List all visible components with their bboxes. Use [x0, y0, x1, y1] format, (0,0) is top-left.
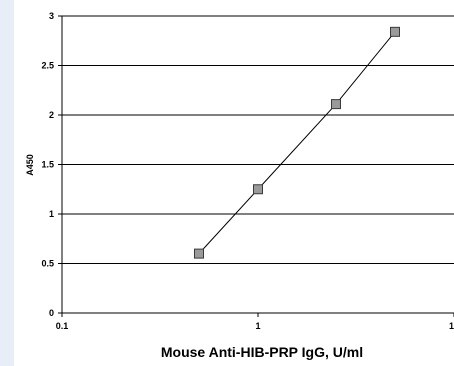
data-point	[253, 184, 263, 195]
x-tick-label: 0.1	[56, 321, 69, 331]
series-line	[198, 31, 396, 254]
y-tick-label: 0	[49, 308, 54, 318]
y-tick-label: 2.5	[41, 61, 54, 71]
y-tick-label: 3	[49, 11, 54, 21]
y-tick-label: 1.5	[41, 160, 54, 170]
y-tick-labels: 0 0.5 1 1.5 2 2.5 3	[41, 11, 54, 318]
y-axis-label: A450	[25, 154, 35, 176]
y-tick-label: 1	[49, 209, 54, 219]
y-tick-label: 0.5	[41, 259, 54, 269]
axes	[58, 15, 454, 317]
data-point	[330, 99, 341, 110]
x-axis-label: Mouse Anti-HIB-PRP IgG, U/ml	[161, 344, 363, 360]
x-tick-label: 10	[449, 321, 454, 331]
data-point	[389, 26, 400, 37]
x-tick-labels: 0.1 1 10	[56, 321, 454, 331]
x-tick-label: 1	[255, 321, 260, 331]
data-series	[193, 26, 400, 259]
data-point	[193, 248, 204, 259]
y-tick-label: 2	[49, 110, 54, 120]
gridlines	[62, 15, 454, 264]
side-strip	[0, 0, 14, 366]
